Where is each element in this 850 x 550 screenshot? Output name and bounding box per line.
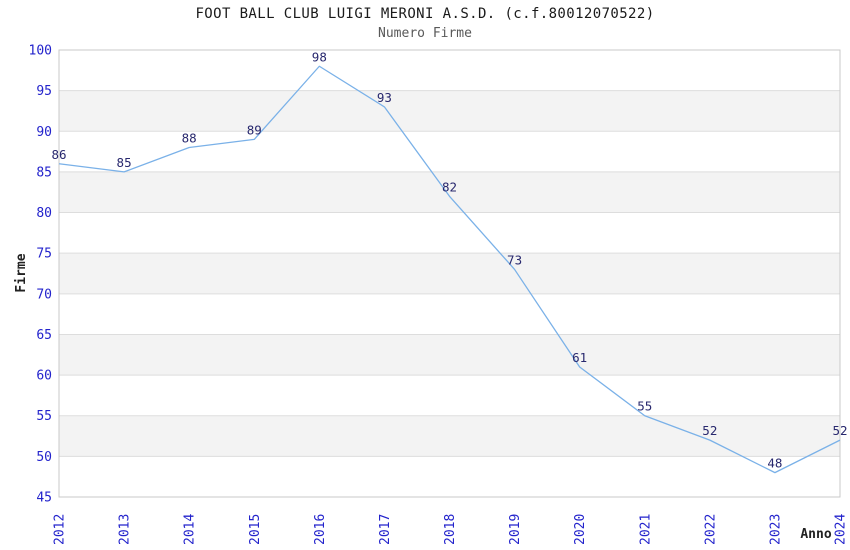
x-tick-label: 2019 [508, 514, 523, 545]
y-tick-label: 85 [36, 165, 52, 180]
x-tick-label: 2016 [313, 514, 328, 545]
x-tick-label: 2015 [248, 514, 263, 545]
x-tick-label: 2023 [768, 514, 783, 545]
series-line [58, 65, 841, 474]
x-axis-title: Anno [800, 527, 831, 542]
y-tick-label: 95 [36, 84, 52, 99]
data-label: 85 [117, 155, 132, 170]
background-band [59, 253, 840, 294]
data-label: 61 [572, 350, 587, 365]
y-tick-label: 60 [36, 369, 52, 384]
x-tick-label: 2021 [638, 514, 653, 545]
data-label: 48 [767, 456, 782, 471]
x-tick-label: 2018 [443, 514, 458, 545]
x-tick-label: 2014 [183, 514, 198, 545]
data-label: 89 [247, 122, 262, 137]
data-label: 55 [637, 399, 652, 414]
x-tick-label: 2017 [378, 514, 393, 545]
y-axis-title: Firme [14, 253, 29, 292]
chart-title: FOOT BALL CLUB LUIGI MERONI A.S.D. (c.f.… [195, 6, 655, 22]
data-label: 52 [832, 423, 847, 438]
x-tick-label: 2020 [573, 514, 588, 545]
y-tick-label: 90 [36, 125, 52, 140]
data-label: 82 [442, 179, 457, 194]
y-tick-label: 45 [36, 491, 52, 506]
data-label: 88 [182, 131, 197, 146]
x-tick-label: 2022 [703, 514, 718, 545]
data-label: 86 [51, 147, 66, 162]
x-tick-label: 2024 [834, 514, 849, 545]
x-tick-label: 2012 [53, 514, 68, 545]
data-label: 52 [702, 423, 717, 438]
y-tick-label: 75 [36, 247, 52, 262]
data-label: 73 [507, 252, 522, 267]
y-tick-label: 55 [36, 409, 52, 424]
background-band [59, 334, 840, 376]
background-band [59, 415, 840, 457]
data-label: 98 [312, 49, 327, 64]
y-tick-label: 50 [36, 450, 52, 465]
x-tick-label: 2013 [118, 514, 133, 545]
chart-subtitle: Numero Firme [378, 26, 472, 41]
plot-border [58, 49, 841, 498]
background-band [59, 90, 840, 132]
y-tick-label: 80 [36, 206, 52, 221]
y-tick-label: 70 [36, 287, 52, 302]
y-tick-label: 65 [36, 328, 52, 343]
y-tick-label: 100 [29, 44, 52, 59]
background-band [59, 171, 840, 213]
data-label: 93 [377, 90, 392, 105]
